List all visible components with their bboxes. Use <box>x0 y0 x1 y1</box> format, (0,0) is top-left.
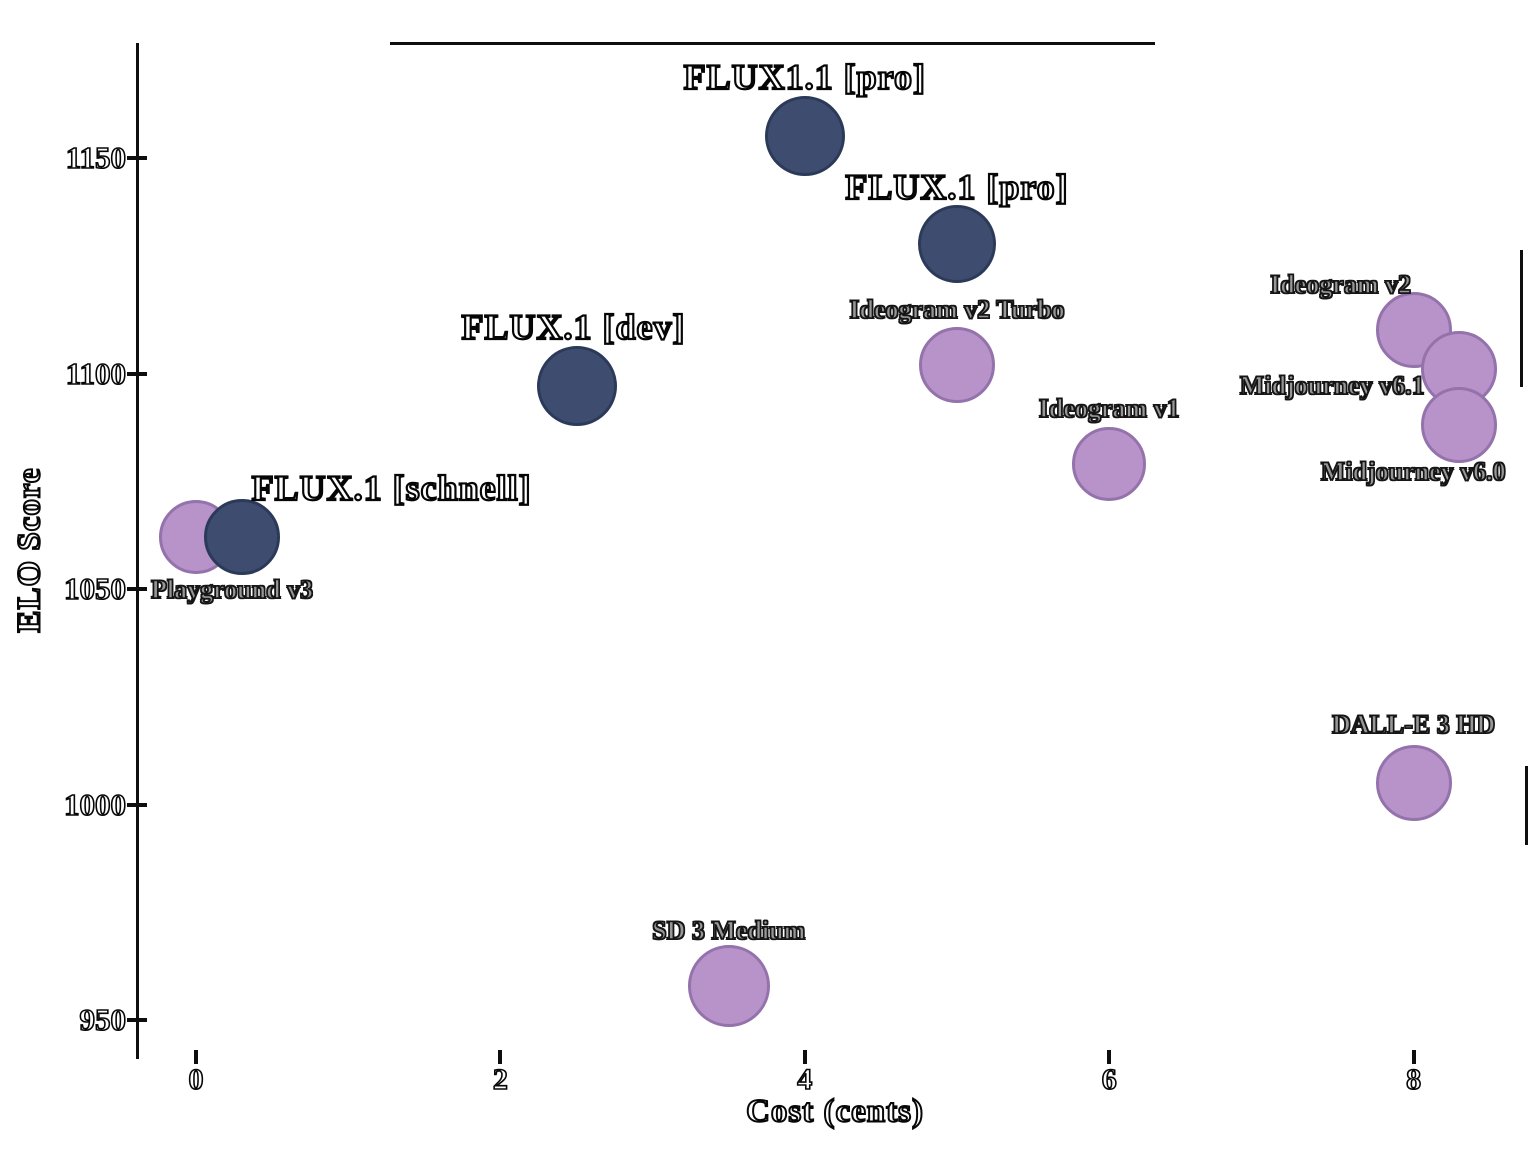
x-tick-mark-4 <box>802 1050 807 1064</box>
x-tick-label-4: 4 <box>796 1062 813 1097</box>
point-label-flux-1-schnell: FLUX.1 [schnell] <box>251 467 532 509</box>
y-tick-mark-1100 <box>127 371 147 376</box>
data-point-sd-3-medium <box>687 944 770 1027</box>
x-tick-label-0: 0 <box>188 1062 205 1097</box>
x-tick-label-6: 6 <box>1101 1062 1118 1097</box>
point-label-ideogram-v2-turbo: Ideogram v2 Turbo <box>849 294 1066 324</box>
x-tick-mark-0 <box>194 1050 198 1064</box>
y-tick-label-1000: 1000 <box>63 786 127 823</box>
point-label-flux1-1-pro: FLUX1.1 [pro] <box>683 56 927 98</box>
x-tick-mark-6 <box>1107 1050 1112 1064</box>
top-spine-fragment <box>390 42 1155 45</box>
data-point-flux-1-dev <box>536 346 617 427</box>
data-point-ideogram-v2-turbo <box>919 326 995 403</box>
point-label-dall-e-3-hd: DALL-E 3 HD <box>1331 709 1496 739</box>
x-tick-label-8: 8 <box>1405 1062 1422 1097</box>
y-tick-label-1150: 1150 <box>65 139 127 176</box>
y-tick-label-1100: 1100 <box>65 355 127 392</box>
point-label-sd-3-medium: SD 3 Medium <box>651 915 806 945</box>
data-point-dall-e-3-hd <box>1375 744 1452 821</box>
data-point-flux1-1-pro <box>764 96 845 177</box>
right-spine-fragment-lower <box>1525 766 1528 845</box>
x-axis-title: Cost (cents) <box>745 1093 924 1131</box>
y-tick-mark-950 <box>127 1018 147 1022</box>
point-label-flux-1-pro: FLUX.1 [pro] <box>844 166 1069 208</box>
x-tick-mark-2 <box>498 1050 503 1064</box>
point-label-midjourney-v6-1: Midjourney v6.1 <box>1239 370 1425 401</box>
point-label-flux-1-dev: FLUX.1 [dev] <box>460 306 686 348</box>
y-axis-left-spine <box>136 43 139 1059</box>
x-tick-mark-8 <box>1411 1050 1416 1064</box>
data-point-flux-1-pro <box>918 205 996 284</box>
y-tick-mark-1150 <box>127 156 147 160</box>
x-tick-label-2: 2 <box>492 1062 509 1097</box>
y-tick-mark-1000 <box>127 802 147 807</box>
y-tick-label-1050: 1050 <box>63 570 127 607</box>
right-spine-fragment-upper <box>1520 250 1523 387</box>
point-label-playground-v3: Playground v3 <box>150 575 314 605</box>
point-label-midjourney-v6-0: Midjourney v6.0 <box>1320 457 1506 487</box>
data-point-flux-1-schnell <box>203 499 280 576</box>
data-point-ideogram-v1 <box>1072 427 1147 501</box>
point-label-ideogram-v2: Ideogram v2 <box>1269 270 1412 300</box>
y-tick-mark-1050 <box>127 587 147 591</box>
point-label-ideogram-v1: Ideogram v1 <box>1038 393 1180 423</box>
y-tick-label-950: 950 <box>79 1001 127 1038</box>
data-point-midjourney-v6-0 <box>1421 387 1498 464</box>
